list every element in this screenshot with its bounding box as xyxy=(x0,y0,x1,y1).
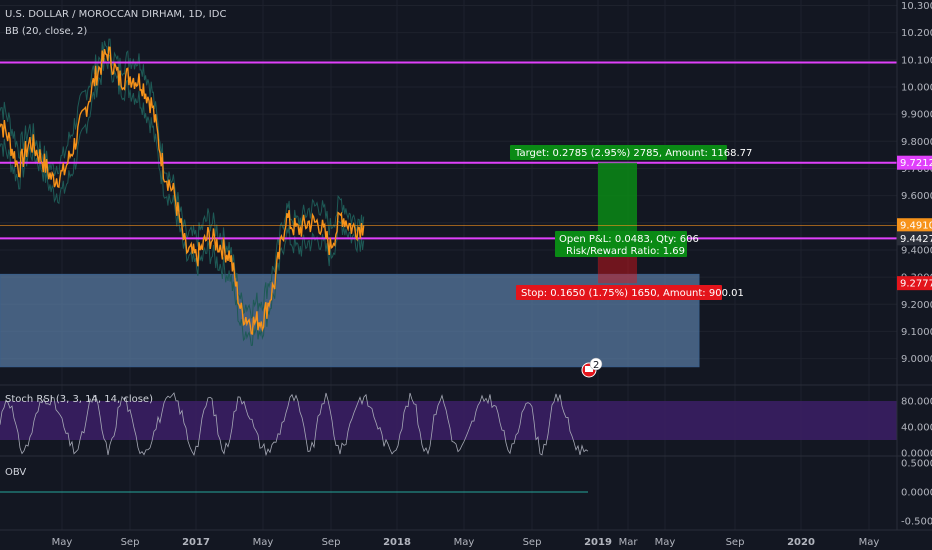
price-tick-label: 9.1000 xyxy=(901,327,932,338)
price-badge-text: 9.4427 xyxy=(900,234,932,245)
price-tick-label: 9.6000 xyxy=(901,191,932,202)
time-tick-label: Sep xyxy=(523,537,542,548)
horizontal-lines xyxy=(0,61,897,240)
target-label[interactable]: Target: 0.2785 (2.95%) 2785, Amount: 116… xyxy=(510,145,752,160)
time-tick-label: 2020 xyxy=(787,537,815,548)
price-badges: 9.7212 9.4910 9.4427 9.2777 xyxy=(897,155,932,291)
stop-label-text: Stop: 0.1650 (1.75%) 1650, Amount: 900.0… xyxy=(521,288,744,299)
price-tick-label: 10.2000 xyxy=(901,28,932,39)
price-tick-label: 9.8000 xyxy=(901,137,932,148)
bb-legend[interactable]: BB (20, close, 2) xyxy=(5,26,88,37)
risk-reward-text: Risk/Reward Ratio: 1.69 xyxy=(566,246,685,257)
chart-title: U.S. DOLLAR / MOROCCAN DIRHAM, 1D, IDC xyxy=(5,9,227,20)
target-zone xyxy=(598,162,637,239)
target-label-text: Target: 0.2785 (2.95%) 2785, Amount: 116… xyxy=(514,148,752,159)
time-tick-label: May xyxy=(253,537,274,548)
price-badge-text: 9.2777 xyxy=(900,279,932,290)
stoch-rsi-line xyxy=(0,392,589,457)
price-tick-label: 9.9000 xyxy=(901,110,932,121)
open-pl-text: Open P&L: 0.0483, Qty: 606 xyxy=(559,234,699,245)
stop-label[interactable]: Stop: 0.1650 (1.75%) 1650, Amount: 900.0… xyxy=(516,285,744,300)
price-badge xyxy=(897,231,932,246)
time-tick-label: Sep xyxy=(726,537,745,548)
earnings-flag-icon[interactable]: 2 xyxy=(581,357,603,378)
time-tick-label: 2018 xyxy=(383,537,411,548)
price-badge xyxy=(897,276,932,291)
time-tick-label: 2017 xyxy=(182,537,210,548)
obv-legend[interactable]: OBV xyxy=(5,467,27,478)
price-badge xyxy=(897,155,932,170)
time-tick-label: May xyxy=(52,537,73,548)
time-tick-label: Sep xyxy=(322,537,341,548)
stoch-rsi-legend[interactable]: Stoch RSI (3, 3, 14, 14, close) xyxy=(5,394,153,405)
open-pl-label[interactable]: Open P&L: 0.0483, Qty: 606 Risk/Reward R… xyxy=(555,231,699,257)
time-axis[interactable]: May Sep 2017 May Sep 2018 May Sep 2019 Mar May Sep 2… xyxy=(52,537,880,548)
time-tick-label: May xyxy=(454,537,475,548)
pane-separators xyxy=(0,0,932,531)
time-tick-label: 2019 xyxy=(584,537,612,548)
time-tick-label: May xyxy=(655,537,676,548)
price-badge-text: 9.4910 xyxy=(900,221,932,232)
bb-lower xyxy=(0,54,365,346)
price-tick-label: 9.2000 xyxy=(901,300,932,311)
bb-upper xyxy=(0,38,365,319)
price-tick-label: 10.1000 xyxy=(901,55,932,66)
price-tick-label: 10.3000 xyxy=(901,1,932,12)
price-series-line xyxy=(0,46,365,335)
price-tick-label: 9.4000 xyxy=(901,245,932,256)
price-badge xyxy=(897,218,932,233)
bollinger-bands xyxy=(0,38,365,346)
time-tick-label: May xyxy=(859,537,880,548)
time-tick-label: Mar xyxy=(619,537,639,548)
grid xyxy=(0,0,897,530)
price-badge-text: 9.7212 xyxy=(900,158,932,169)
time-tick-label: Sep xyxy=(121,537,140,548)
earnings-count: 2 xyxy=(593,360,599,371)
